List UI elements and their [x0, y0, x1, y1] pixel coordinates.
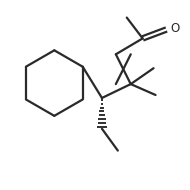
Text: O: O — [170, 22, 179, 35]
